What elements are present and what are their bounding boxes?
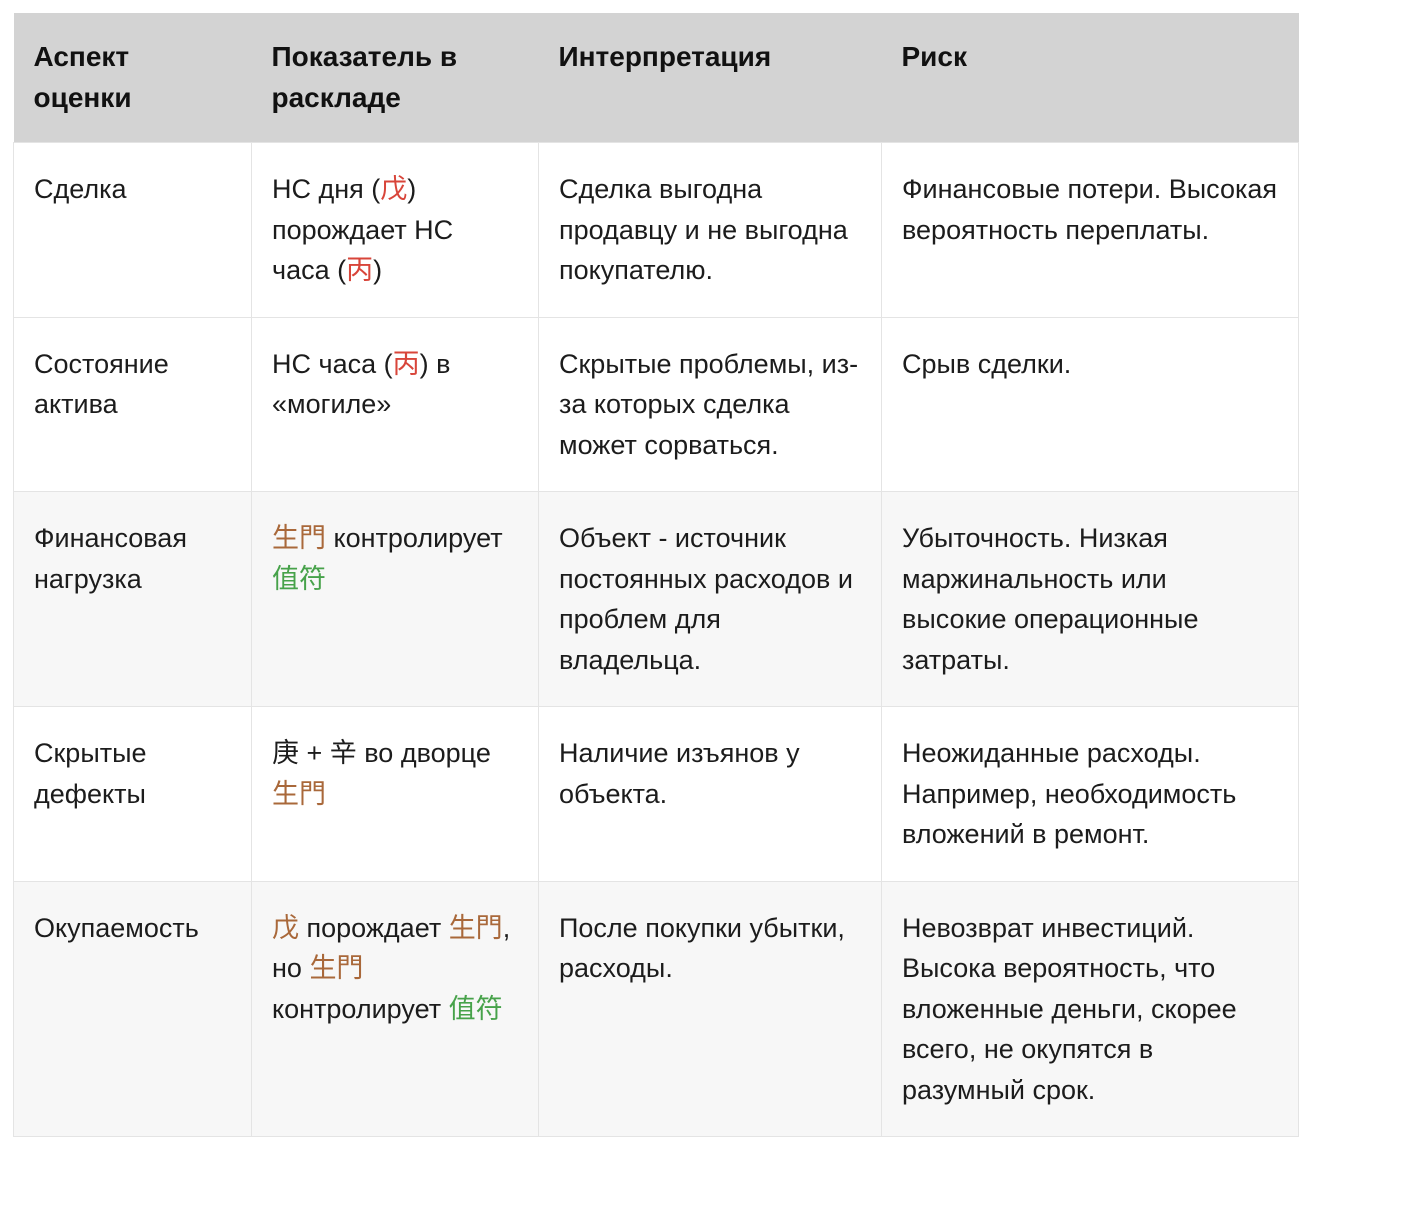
indicator-glyph: 丙 (392, 348, 420, 379)
indicator-text: ) порождает НС часа ( (272, 174, 454, 286)
table-row: Сделка НС дня (戊) порождает НС часа (丙) … (13, 142, 1299, 318)
col-header-risk: Риск (881, 13, 1299, 143)
evaluation-table: Аспект оценки Показатель в раскладе Инте… (13, 13, 1299, 1138)
indicator-text: контролирует (326, 523, 503, 554)
cell-aspect: Скрытые дефекты (13, 706, 252, 882)
indicator-glyph: 值符 (272, 563, 326, 594)
indicator-text: , но (272, 912, 511, 984)
indicator-glyph: 丙 (346, 255, 374, 286)
cell-interpretation: После покупки убытки, расходы. (538, 880, 882, 1138)
table-row: Скрытые дефекты 庚 + 辛 во дворце 生門 Налич… (13, 706, 1299, 882)
table-row: Окупаемость 戊 порождает 生門, но 生門 контро… (13, 880, 1299, 1138)
indicator-glyph: 生門 (272, 523, 326, 554)
indicator-text: ) в «могиле» (272, 348, 451, 420)
cell-risk: Неожиданные расходы. Например, необходим… (881, 706, 1299, 882)
cell-risk: Срыв сделки. (881, 316, 1299, 493)
cell-indicator: НС дня (戊) порождает НС часа (丙) (251, 142, 539, 318)
indicator-text: 庚 + 辛 во дворце (272, 738, 491, 769)
indicator-glyph: 戊 (380, 174, 408, 205)
indicator-text: ) (373, 255, 383, 286)
indicator-text: НС дня ( (272, 174, 381, 205)
cell-interpretation: Объект - источник постоянных расходов и … (538, 491, 882, 708)
cell-interpretation: Скрытые проблемы, из-за которых сделка м… (538, 316, 882, 493)
indicator-text: контролирует (272, 993, 449, 1024)
cell-interpretation: Сделка выгодна продавцу и не выгодна пок… (538, 142, 882, 318)
cell-risk: Финансовые потери. Высокая вероятность п… (881, 142, 1299, 318)
col-header-aspect: Аспект оценки (13, 13, 252, 143)
cell-risk: Убыточность. Низкая маржинальность или в… (881, 491, 1299, 708)
cell-indicator: 庚 + 辛 во дворце 生門 (251, 706, 539, 882)
header-row: Аспект оценки Показатель в раскладе Инте… (13, 13, 1299, 143)
cell-risk: Невозврат инвестиций. Высока вероятность… (881, 880, 1299, 1138)
cell-aspect: Финансовая нагрузка (13, 491, 252, 708)
cell-indicator: 戊 порождает 生門, но 生門 контролирует 值符 (251, 880, 539, 1138)
indicator-text: порождает (299, 912, 449, 943)
col-header-interpretation: Интерпретация (538, 13, 882, 143)
indicator-glyph: 生門 (272, 778, 326, 809)
col-header-indicator: Показатель в раскладе (251, 13, 539, 143)
table-row: Финансовая нагрузка 生門 контролирует 值符 О… (13, 491, 1299, 708)
cell-interpretation: Наличие изъянов у объекта. (538, 706, 882, 882)
cell-aspect: Сделка (13, 142, 252, 318)
cell-indicator: 生門 контролирует 值符 (251, 491, 539, 708)
cell-aspect: Окупаемость (13, 880, 252, 1138)
cell-aspect: Состояние актива (13, 316, 252, 493)
indicator-glyph: 戊 (272, 912, 299, 943)
indicator-glyph: 值符 (448, 993, 503, 1024)
cell-indicator: НС часа (丙) в «могиле» (251, 316, 539, 493)
table-row: Состояние актива НС часа (丙) в «могиле» … (13, 316, 1299, 493)
indicator-text: НС часа ( (272, 348, 393, 379)
indicator-glyph: 生門 (309, 953, 364, 984)
indicator-glyph: 生門 (448, 912, 503, 943)
